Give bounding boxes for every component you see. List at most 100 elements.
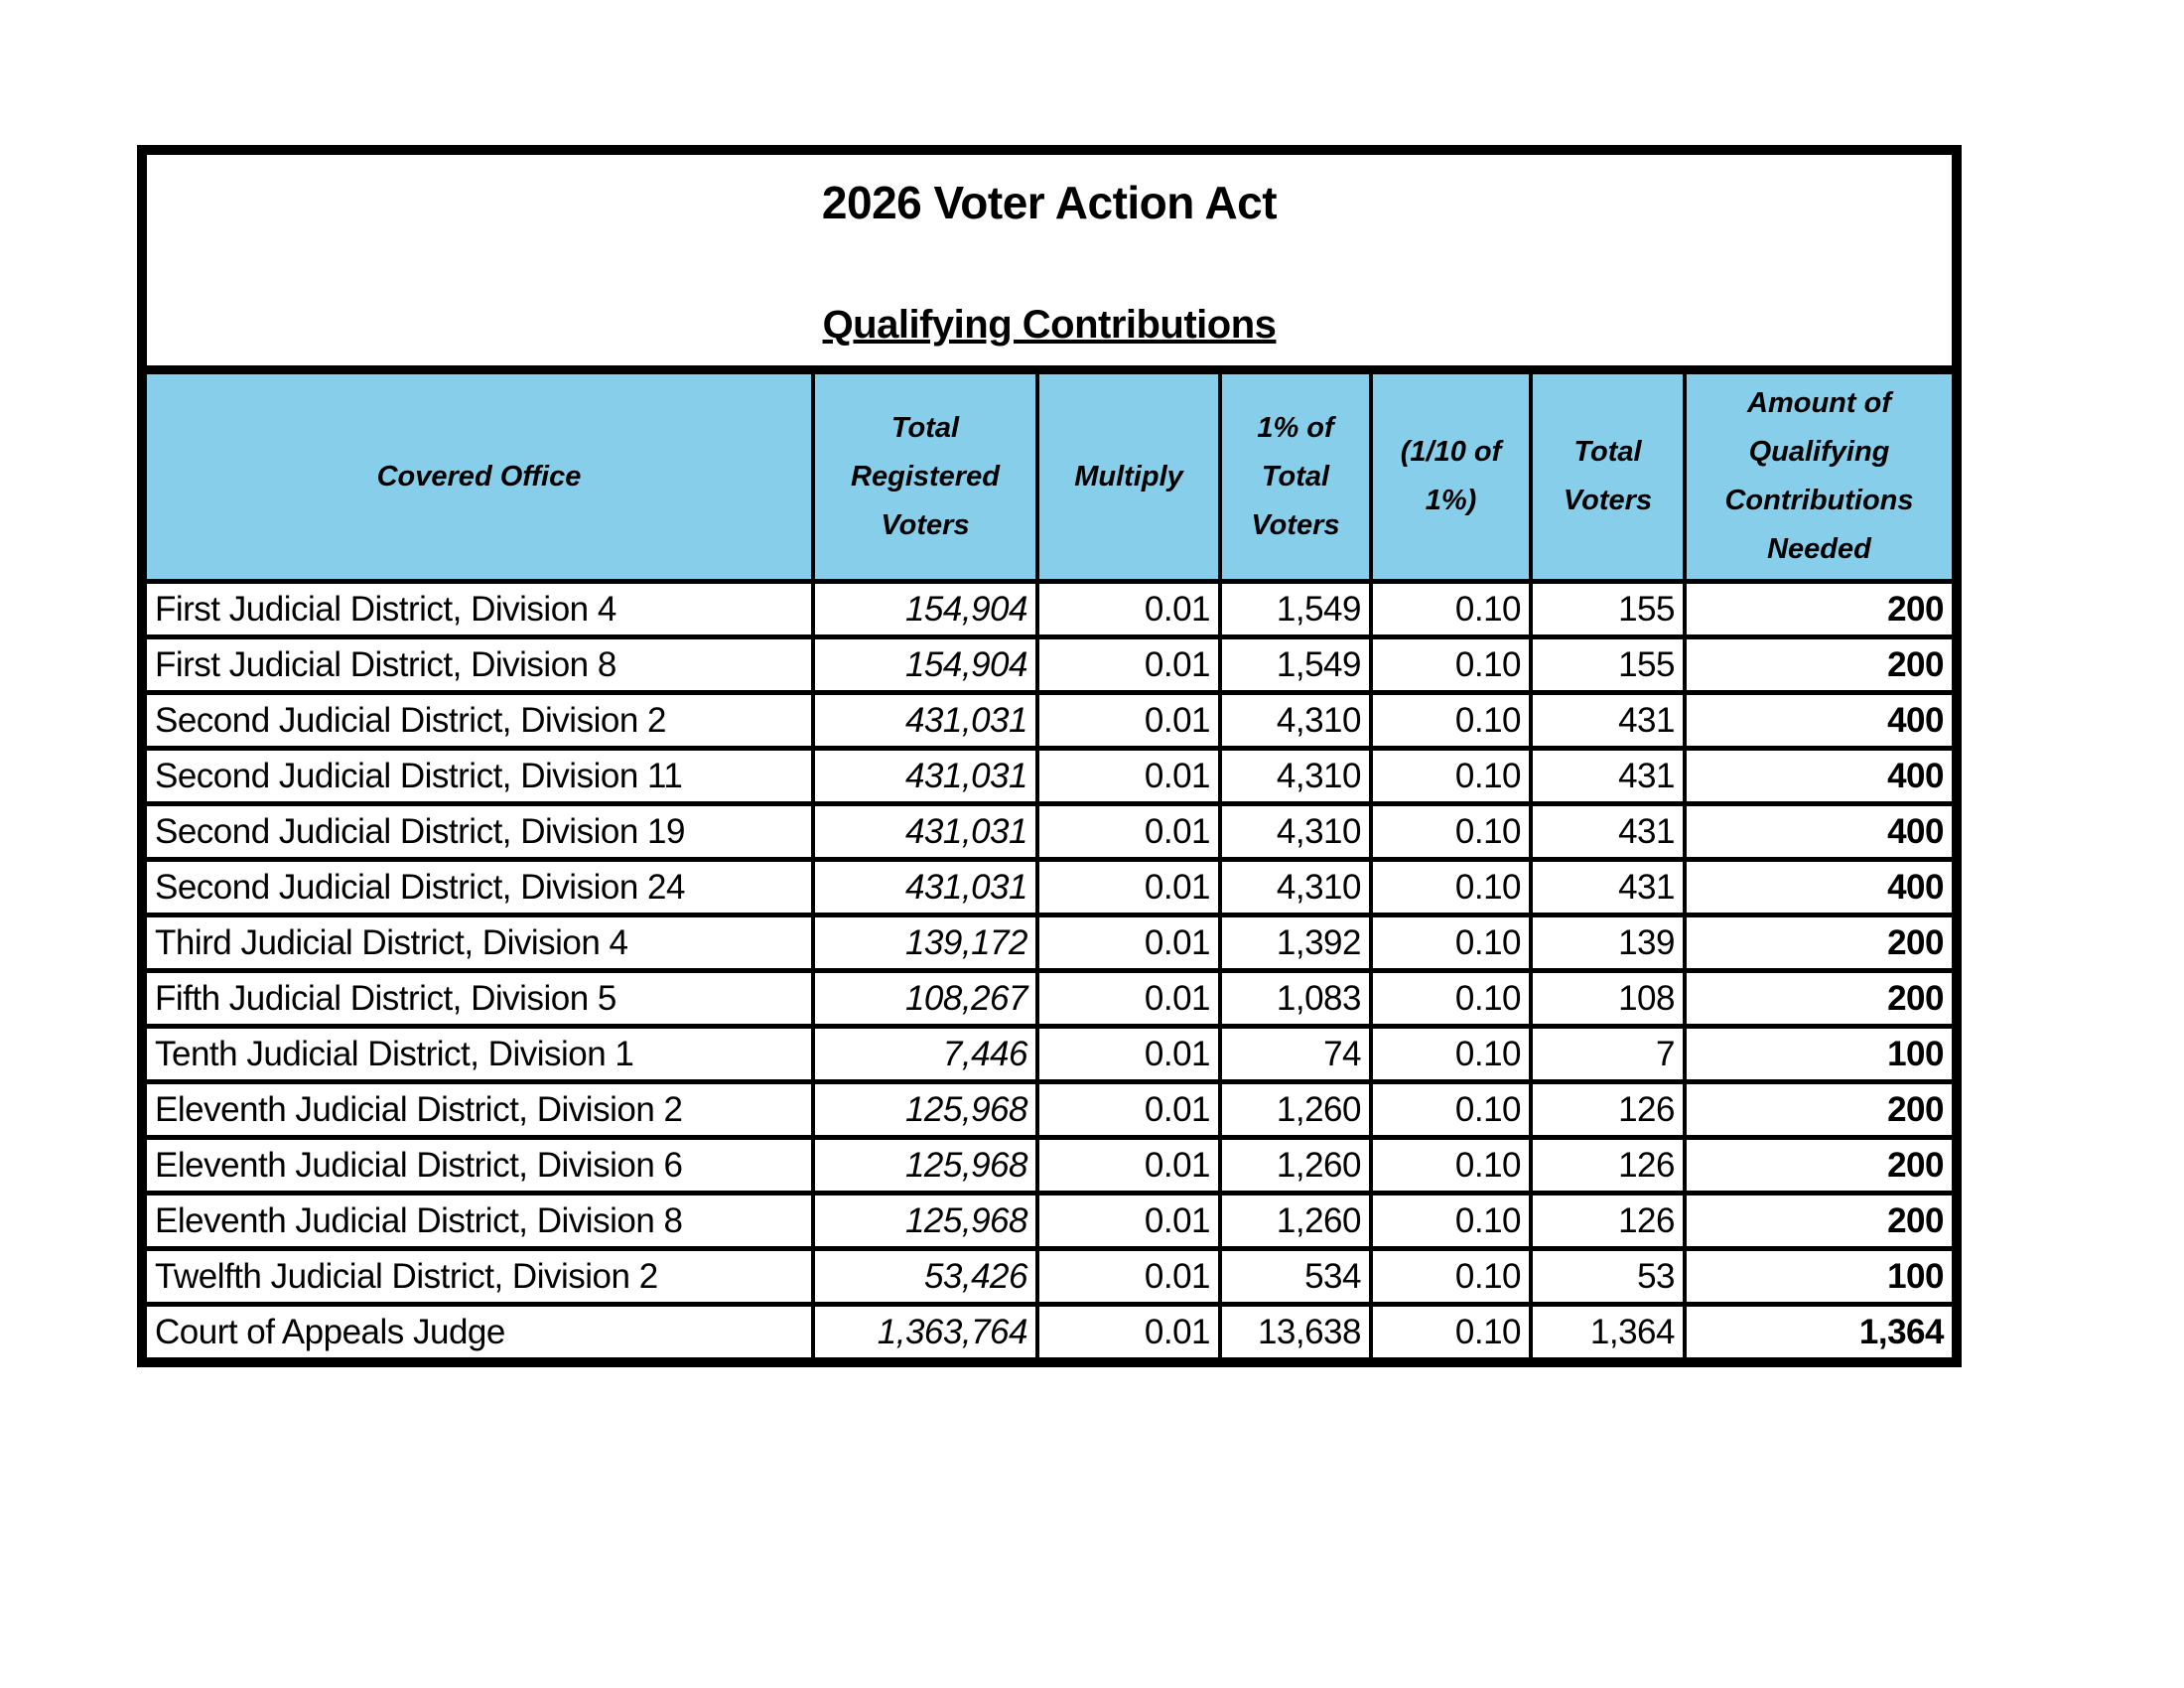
cell-covered-office: Second Judicial District, Division 11: [147, 746, 815, 806]
cell-total-voters: 1,364: [1529, 1302, 1687, 1357]
cell-multiply: 0.01: [1035, 968, 1222, 1029]
page-subtitle: Qualifying Contributions: [822, 303, 1277, 347]
table-body: First Judicial District, Division 4 154,9…: [147, 579, 1952, 1357]
cell-multiply: 0.01: [1035, 913, 1222, 973]
cell-one-tenth-of-one-percent: 0.10: [1369, 1246, 1533, 1307]
cell-one-tenth-of-one-percent: 0.10: [1369, 801, 1533, 862]
table-row: Eleventh Judicial District, Division 2 12…: [147, 1079, 1952, 1140]
table-sheet: 2026 Voter Action Act Qualifying Contrib…: [137, 145, 1962, 1367]
cell-one-percent-of-total-voters: 1,549: [1218, 634, 1373, 695]
table-row: Second Judicial District, Division 11 431…: [147, 746, 1952, 806]
cell-total-voters: 431: [1529, 801, 1687, 862]
cell-one-tenth-of-one-percent: 0.10: [1369, 690, 1533, 751]
cell-amount-of-qualifying-contributions-needed: 100: [1683, 1024, 1952, 1084]
cell-one-tenth-of-one-percent: 0.10: [1369, 634, 1533, 695]
cell-multiply: 0.01: [1035, 1246, 1222, 1307]
cell-multiply: 0.01: [1035, 746, 1222, 806]
cell-one-percent-of-total-voters: 1,392: [1218, 913, 1373, 973]
cell-total-registered-voters: 154,904: [811, 579, 1039, 639]
cell-one-tenth-of-one-percent: 0.10: [1369, 857, 1533, 917]
cell-covered-office: Court of Appeals Judge: [147, 1302, 815, 1357]
cell-covered-office: First Judicial District, Division 4: [147, 579, 815, 639]
table-row: Second Judicial District, Division 19 431…: [147, 801, 1952, 862]
cell-covered-office: Second Judicial District, Division 19: [147, 801, 815, 862]
table-row: Third Judicial District, Division 4 139,1…: [147, 913, 1952, 973]
cell-one-percent-of-total-voters: 4,310: [1218, 801, 1373, 862]
cell-amount-of-qualifying-contributions-needed: 200: [1683, 1079, 1952, 1140]
cell-total-registered-voters: 125,968: [811, 1135, 1039, 1196]
cell-amount-of-qualifying-contributions-needed: 200: [1683, 1191, 1952, 1251]
cell-total-voters: 431: [1529, 857, 1687, 917]
cell-one-percent-of-total-voters: 74: [1218, 1024, 1373, 1084]
column-header-multiply: Multiply: [1035, 374, 1222, 584]
cell-one-tenth-of-one-percent: 0.10: [1369, 1079, 1533, 1140]
column-header-total-voters: Total Voters: [1529, 374, 1687, 584]
cell-total-registered-voters: 431,031: [811, 801, 1039, 862]
cell-one-percent-of-total-voters: 1,260: [1218, 1135, 1373, 1196]
cell-one-tenth-of-one-percent: 0.10: [1369, 913, 1533, 973]
table-row: Eleventh Judicial District, Division 8 12…: [147, 1191, 1952, 1251]
cell-total-registered-voters: 125,968: [811, 1191, 1039, 1251]
table-row: Tenth Judicial District, Division 1 7,446…: [147, 1024, 1952, 1084]
cell-total-registered-voters: 1,363,764: [811, 1302, 1039, 1357]
cell-amount-of-qualifying-contributions-needed: 200: [1683, 1135, 1952, 1196]
cell-covered-office: First Judicial District, Division 8: [147, 634, 815, 695]
cell-one-percent-of-total-voters: 4,310: [1218, 690, 1373, 751]
column-header-total-registered-voters: Total Registered Voters: [811, 374, 1039, 584]
cell-total-registered-voters: 431,031: [811, 690, 1039, 751]
cell-total-registered-voters: 108,267: [811, 968, 1039, 1029]
cell-total-voters: 53: [1529, 1246, 1687, 1307]
qualifying-contributions-table: Covered Office Total Registered Voters M…: [147, 374, 1952, 1357]
cell-one-percent-of-total-voters: 13,638: [1218, 1302, 1373, 1357]
cell-covered-office: Eleventh Judicial District, Division 2: [147, 1079, 815, 1140]
cell-total-voters: 108: [1529, 968, 1687, 1029]
cell-multiply: 0.01: [1035, 1024, 1222, 1084]
table-row: Twelfth Judicial District, Division 2 53,…: [147, 1246, 1952, 1307]
page-title: 2026 Voter Action Act: [821, 177, 1278, 228]
cell-amount-of-qualifying-contributions-needed: 200: [1683, 634, 1952, 695]
column-header-amount-of-qualifying-contributions-needed: Amount of Qualifying Contributions Neede…: [1683, 374, 1952, 584]
cell-total-registered-voters: 7,446: [811, 1024, 1039, 1084]
cell-one-tenth-of-one-percent: 0.10: [1369, 1191, 1533, 1251]
cell-one-tenth-of-one-percent: 0.10: [1369, 746, 1533, 806]
cell-amount-of-qualifying-contributions-needed: 400: [1683, 857, 1952, 917]
cell-total-registered-voters: 125,968: [811, 1079, 1039, 1140]
cell-one-percent-of-total-voters: 1,260: [1218, 1191, 1373, 1251]
table-row: Fifth Judicial District, Division 5 108,2…: [147, 968, 1952, 1029]
table-row: Eleventh Judicial District, Division 6 12…: [147, 1135, 1952, 1196]
cell-total-voters: 431: [1529, 690, 1687, 751]
title-block: 2026 Voter Action Act Qualifying Contrib…: [147, 155, 1952, 374]
cell-one-percent-of-total-voters: 4,310: [1218, 857, 1373, 917]
cell-amount-of-qualifying-contributions-needed: 200: [1683, 913, 1952, 973]
cell-one-tenth-of-one-percent: 0.10: [1369, 968, 1533, 1029]
cell-one-percent-of-total-voters: 534: [1218, 1246, 1373, 1307]
cell-multiply: 0.01: [1035, 801, 1222, 862]
cell-total-registered-voters: 53,426: [811, 1246, 1039, 1307]
cell-multiply: 0.01: [1035, 1135, 1222, 1196]
cell-covered-office: Third Judicial District, Division 4: [147, 913, 815, 973]
cell-covered-office: Twelfth Judicial District, Division 2: [147, 1246, 815, 1307]
cell-total-registered-voters: 154,904: [811, 634, 1039, 695]
cell-multiply: 0.01: [1035, 1079, 1222, 1140]
cell-multiply: 0.01: [1035, 1191, 1222, 1251]
cell-one-percent-of-total-voters: 1,260: [1218, 1079, 1373, 1140]
cell-covered-office: Second Judicial District, Division 24: [147, 857, 815, 917]
cell-multiply: 0.01: [1035, 579, 1222, 639]
column-header-covered-office: Covered Office: [147, 374, 815, 584]
cell-one-percent-of-total-voters: 1,083: [1218, 968, 1373, 1029]
table-row: Court of Appeals Judge 1,363,764 0.01 13,63…: [147, 1302, 1952, 1357]
table-row: First Judicial District, Division 8 154,9…: [147, 634, 1952, 695]
cell-total-voters: 126: [1529, 1191, 1687, 1251]
column-header-one-tenth-of-one-percent: (1/10 of 1%): [1369, 374, 1533, 584]
cell-total-voters: 431: [1529, 746, 1687, 806]
cell-covered-office: Eleventh Judicial District, Division 8: [147, 1191, 815, 1251]
cell-amount-of-qualifying-contributions-needed: 200: [1683, 968, 1952, 1029]
cell-covered-office: Eleventh Judicial District, Division 6: [147, 1135, 815, 1196]
cell-total-registered-voters: 139,172: [811, 913, 1039, 973]
cell-total-voters: 7: [1529, 1024, 1687, 1084]
table-header-row: Covered Office Total Registered Voters M…: [147, 374, 1952, 584]
cell-total-registered-voters: 431,031: [811, 746, 1039, 806]
cell-amount-of-qualifying-contributions-needed: 400: [1683, 690, 1952, 751]
cell-one-tenth-of-one-percent: 0.10: [1369, 579, 1533, 639]
